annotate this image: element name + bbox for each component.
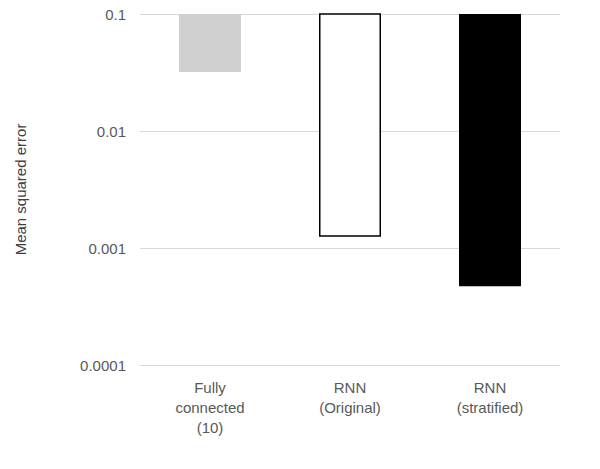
svg-text:0.1: 0.1: [105, 6, 126, 23]
svg-text:RNN: RNN: [334, 379, 367, 396]
svg-text:(10): (10): [197, 419, 224, 436]
svg-text:RNN: RNN: [474, 379, 507, 396]
svg-text:0.0001: 0.0001: [80, 357, 126, 374]
svg-text:connected: connected: [175, 399, 244, 416]
svg-text:Mean squared error: Mean squared error: [12, 124, 29, 256]
svg-text:0.001: 0.001: [88, 240, 126, 257]
svg-text:(Original): (Original): [319, 399, 381, 416]
svg-text:0.01: 0.01: [97, 123, 126, 140]
svg-text:(stratified): (stratified): [457, 399, 524, 416]
svg-text:Fully: Fully: [194, 379, 226, 396]
